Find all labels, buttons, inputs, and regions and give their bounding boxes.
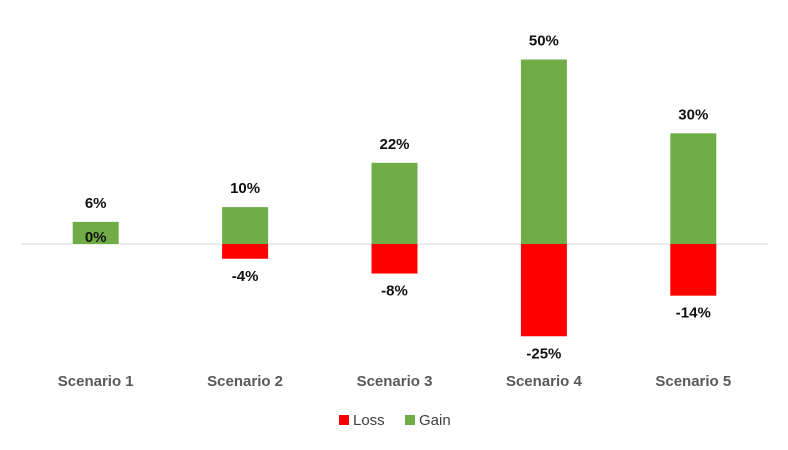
legend-label-gain: Gain xyxy=(419,412,451,429)
legend-swatch-gain xyxy=(405,415,415,425)
gain-bar-3 xyxy=(371,162,418,244)
gain-bar-1 xyxy=(72,221,119,244)
loss-bar-3 xyxy=(371,244,418,274)
category-label-4: Scenario 4 xyxy=(506,373,583,390)
gain-bar-2 xyxy=(222,207,269,244)
category-labels-group: Scenario 1 Scenario 2 Scenario 3 Scenario 4… xyxy=(58,373,731,390)
gain-bar-5 xyxy=(670,133,717,244)
loss-bar-2 xyxy=(222,244,269,259)
legend-swatch-loss xyxy=(339,415,349,425)
loss-label-2: -4% xyxy=(232,268,259,285)
gain-bar-4 xyxy=(520,59,567,244)
gain-label-2: 10% xyxy=(230,180,260,197)
gain-label-5: 30% xyxy=(678,106,708,123)
loss-bar-5 xyxy=(670,244,717,296)
loss-label-4: -25% xyxy=(526,345,561,362)
legend: Loss Gain xyxy=(339,412,451,429)
bars-group xyxy=(72,59,717,337)
loss-bar-4 xyxy=(520,244,567,337)
value-labels-group: 6% 0% 10% -4% 22% -8% 50% -25% 30% -14% xyxy=(85,33,711,363)
loss-label-3: -8% xyxy=(381,283,408,300)
loss-label-5: -14% xyxy=(676,305,711,322)
gain-label-4: 50% xyxy=(529,33,559,50)
gain-label-3: 22% xyxy=(379,136,409,153)
category-label-5: Scenario 5 xyxy=(655,373,731,390)
category-label-3: Scenario 3 xyxy=(357,373,433,390)
category-label-2: Scenario 2 xyxy=(207,373,283,390)
loss-label-1: 0% xyxy=(85,229,107,246)
gain-label-1: 6% xyxy=(85,195,107,212)
legend-label-loss: Loss xyxy=(353,412,385,429)
category-label-1: Scenario 1 xyxy=(58,373,134,390)
